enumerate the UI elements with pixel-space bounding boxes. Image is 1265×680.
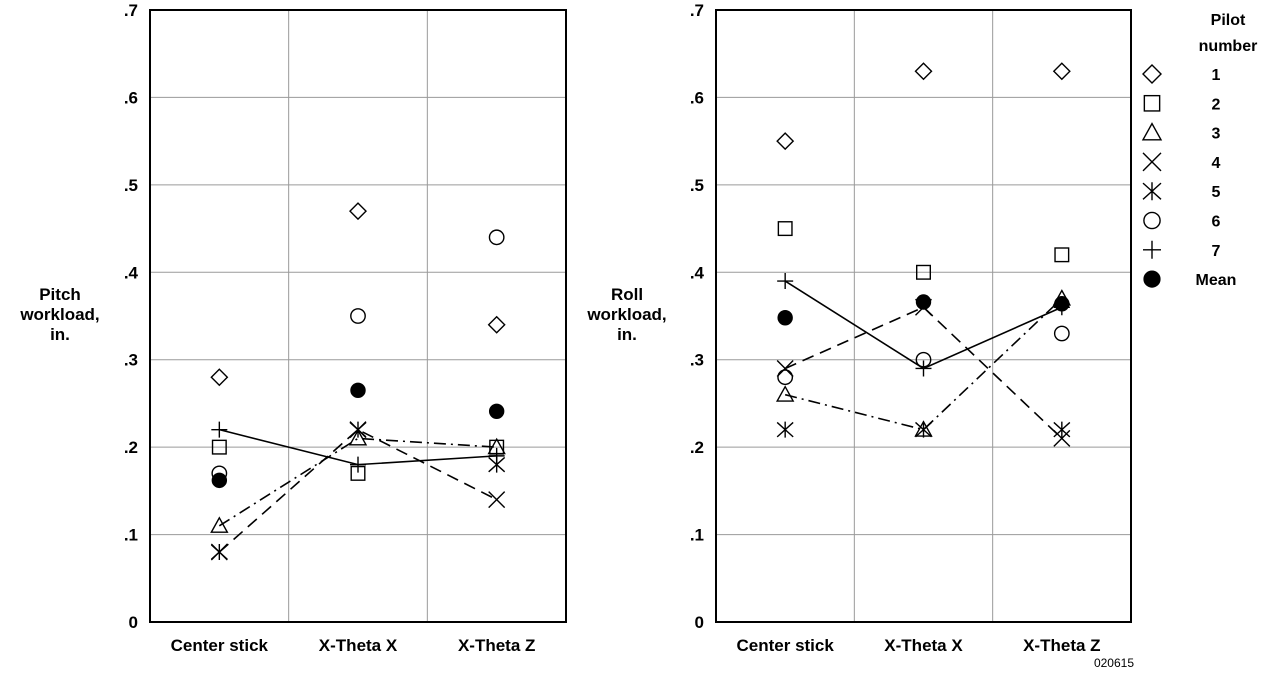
pilot-legend: Pilot number 1 2 3 4 5 6 7 Mean [1141,12,1258,289]
data-point-7-0 [777,273,794,290]
legend-title-line1: Pilot [1211,12,1246,29]
data-point-1-0 [210,368,229,387]
data-point-7-2 [488,447,505,464]
data-point-1-0 [776,132,795,151]
y-tick-label: .5 [124,176,138,195]
legend-item-label: 5 [1212,184,1221,201]
y-tick-label: .5 [690,176,704,195]
y-axis-label-line: Pitch [39,285,81,304]
series-line-pilot-7 [784,280,1063,370]
data-point-7-1 [350,456,366,473]
legend-item-label: 3 [1212,126,1221,143]
y-axis-label: Roll workload, in. [586,285,666,344]
data-point-4-0 [776,359,794,377]
x-category-label: X-Theta X [884,636,963,655]
y-tick-label: 0 [129,613,138,632]
y-tick-label: .4 [124,263,139,282]
legend-marker-1 [1142,64,1162,84]
legend-marker-3 [1141,122,1163,141]
x-category-label: X-Theta Z [458,636,535,655]
y-tick-label: .3 [124,351,138,370]
data-point-5-0 [776,421,794,438]
roll-workload-chart: 0 .1 .2 .3 .4 .5 .6 .7 Center stick X-Theta X X-Th… [586,1,1132,655]
data-point-1-1 [349,202,367,221]
data-point-5-1 [915,421,932,438]
legend-item-label: Mean [1196,272,1237,289]
data-point-mean-0 [211,472,228,489]
data-point-3-0 [775,385,795,402]
data-point-mean-1 [915,294,932,310]
data-point-1-1 [914,62,933,81]
legend-marker-6 [1143,211,1161,230]
data-point-mean-2 [1054,296,1070,312]
y-axis-label-line: workload, [586,305,666,324]
y-tick-label: .7 [690,1,704,20]
legend-item-label: 7 [1212,243,1221,260]
data-point-7-0 [211,421,228,438]
data-point-2-2 [1054,247,1070,263]
y-tick-label: .1 [124,526,138,545]
x-category-label: X-Theta X [319,636,398,655]
data-point-3-1 [348,428,368,446]
data-point-1-2 [1052,62,1071,81]
x-category-label: Center stick [171,636,269,655]
data-point-2-0 [211,439,227,455]
data-point-mean-1 [350,382,366,399]
data-point-6-1 [350,308,366,324]
legend-title-line2: number [1199,38,1258,55]
y-tick-label: .3 [690,351,704,370]
data-point-2-0 [777,221,793,237]
data-point-mean-0 [777,310,793,326]
y-axis-label-line: Roll [611,285,643,304]
data-point-5-1 [349,421,367,438]
data-point-5-2 [1053,421,1071,438]
legend-marker-mean [1143,270,1161,288]
pitch-workload-chart: 0 .1 .2 .3 .4 .5 .6 .7 Center stick X-Theta X X-Th… [19,1,567,655]
data-point-4-2 [488,491,506,509]
legend-item-label: 2 [1212,96,1221,113]
data-point-mean-2 [488,403,505,419]
y-axis-label-line: in. [50,325,70,344]
data-point-6-2 [1053,325,1070,342]
y-axis-label: Pitch workload, in. [19,285,99,344]
series-line-pilot-3 [784,297,1063,431]
data-point-2-1 [916,264,932,280]
y-tick-label: 0 [695,613,704,632]
data-point-3-0 [210,516,229,533]
y-tick-label: .2 [690,438,704,457]
x-category-label: Center stick [737,636,835,655]
legend-marker-5 [1142,182,1162,201]
figure-id: 020615 [1094,656,1134,670]
legend-marker-7 [1143,240,1161,259]
y-axis-label-line: in. [617,325,637,344]
y-tick-label: .6 [124,88,138,107]
y-tick-label: .1 [690,526,704,545]
legend-item-label: 4 [1212,155,1221,172]
y-axis-label-line: workload, [19,305,99,324]
y-tick-label: .2 [124,438,138,457]
data-point-4-2 [1053,429,1071,447]
data-point-5-0 [210,544,228,561]
y-tick-label: .7 [124,1,138,20]
plot-frame [149,9,567,623]
x-category-label: X-Theta Z [1023,636,1100,655]
series-line-pilot-3 [218,437,497,527]
series-line-pilot-4 [218,428,498,553]
legend-item-label: 1 [1212,67,1221,84]
y-tick-label: .4 [690,263,705,282]
legend-marker-2 [1143,94,1161,112]
data-point-6-2 [488,229,505,246]
data-point-1-2 [487,315,506,334]
legend-marker-4 [1142,152,1162,172]
legend-item-label: 6 [1212,214,1221,231]
data-point-6-0 [777,369,794,386]
data-point-7-1 [915,360,932,377]
plot-frame [715,9,1132,623]
y-tick-label: .6 [690,88,704,107]
